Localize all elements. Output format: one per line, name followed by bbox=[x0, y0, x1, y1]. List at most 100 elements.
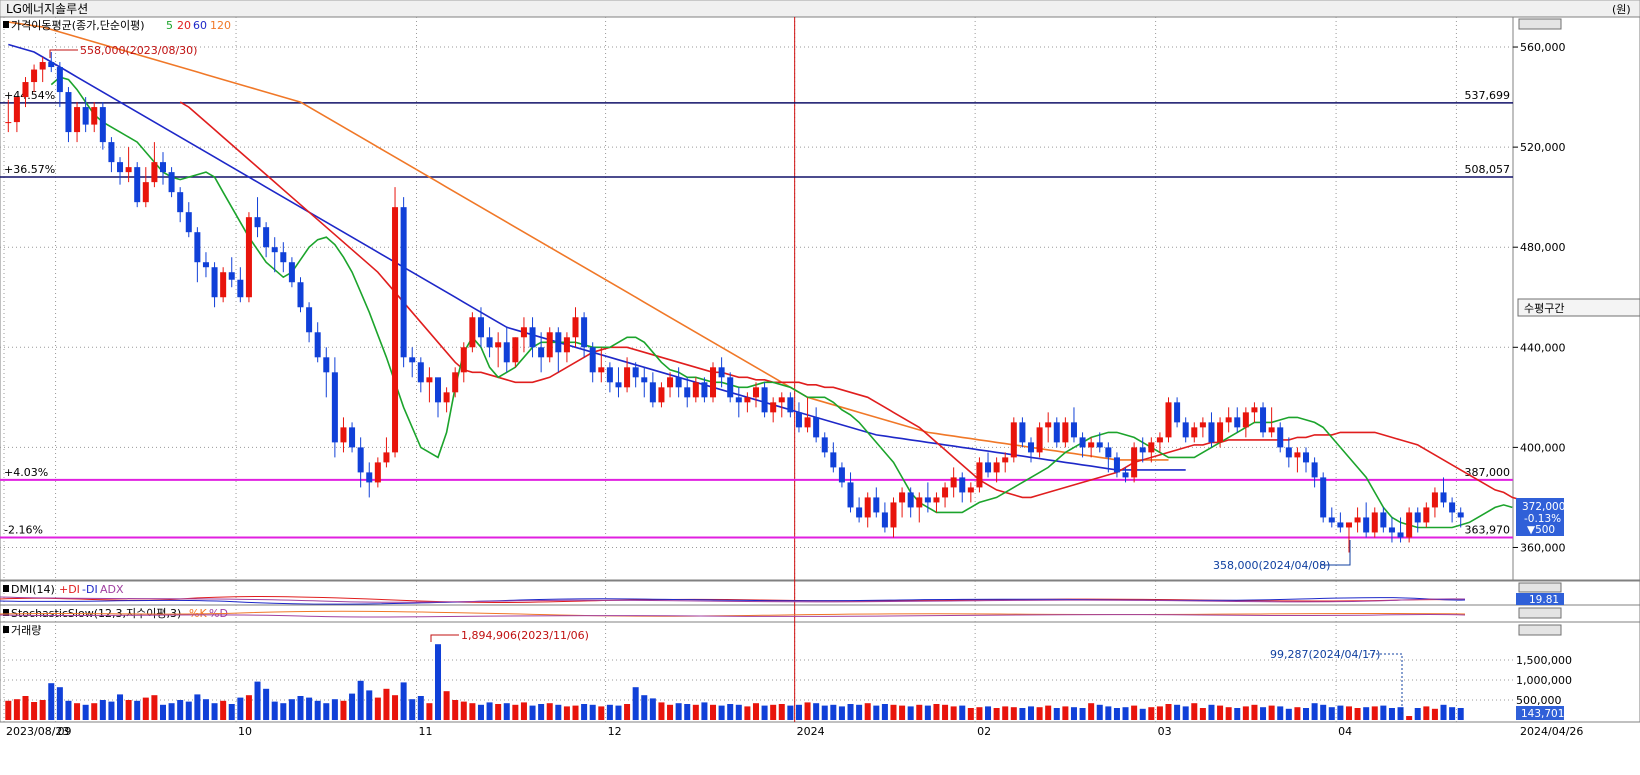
volume-bar[interactable] bbox=[1156, 706, 1163, 720]
candle[interactable] bbox=[220, 267, 227, 303]
volume-bar[interactable] bbox=[529, 705, 536, 720]
candle[interactable] bbox=[1311, 457, 1318, 488]
volume-bar[interactable] bbox=[873, 705, 880, 720]
volume-bar[interactable] bbox=[331, 699, 338, 720]
volume-bar[interactable] bbox=[1406, 716, 1413, 720]
volume-bar[interactable] bbox=[1423, 706, 1430, 720]
volume-bar[interactable] bbox=[503, 703, 510, 720]
volume-bar[interactable] bbox=[899, 705, 906, 720]
candle[interactable] bbox=[555, 327, 562, 373]
volume-bar[interactable] bbox=[555, 704, 562, 720]
candle[interactable] bbox=[598, 347, 605, 383]
candle[interactable] bbox=[1148, 437, 1155, 463]
volume-bar[interactable] bbox=[280, 703, 287, 720]
candle[interactable] bbox=[752, 382, 759, 408]
volume-bar[interactable] bbox=[1174, 704, 1181, 720]
candle[interactable] bbox=[1457, 507, 1464, 528]
candle[interactable] bbox=[512, 337, 519, 368]
candle[interactable] bbox=[1251, 402, 1258, 423]
candle[interactable] bbox=[159, 152, 166, 185]
candle[interactable] bbox=[692, 377, 699, 403]
candle[interactable] bbox=[864, 492, 871, 528]
volume-bar[interactable] bbox=[151, 695, 158, 720]
volume-bar[interactable] bbox=[452, 700, 459, 720]
volume-bar[interactable] bbox=[1096, 704, 1103, 720]
volume-bar[interactable] bbox=[1027, 706, 1035, 720]
volume-bar[interactable] bbox=[366, 690, 373, 720]
volume-bar[interactable] bbox=[770, 704, 777, 720]
volume-bar[interactable] bbox=[1414, 708, 1421, 720]
candle[interactable] bbox=[589, 342, 596, 383]
volume-bar[interactable] bbox=[993, 708, 1000, 720]
candle[interactable] bbox=[1182, 417, 1189, 443]
candle[interactable] bbox=[1242, 407, 1249, 438]
volume-bar[interactable] bbox=[658, 702, 665, 720]
volume-bar[interactable] bbox=[1285, 708, 1292, 720]
candle[interactable] bbox=[1053, 417, 1060, 448]
candle[interactable] bbox=[718, 357, 725, 388]
volume-bar[interactable] bbox=[142, 697, 149, 720]
volume-bar[interactable] bbox=[942, 704, 949, 720]
candle[interactable] bbox=[529, 317, 536, 358]
candle[interactable] bbox=[873, 487, 880, 518]
candle[interactable] bbox=[503, 327, 510, 373]
candle[interactable] bbox=[392, 187, 399, 458]
volume-bar[interactable] bbox=[787, 705, 794, 720]
candle[interactable] bbox=[735, 387, 742, 418]
volume-bar[interactable] bbox=[1165, 704, 1172, 720]
candle[interactable] bbox=[1268, 407, 1275, 438]
candle[interactable] bbox=[821, 432, 828, 458]
candle[interactable] bbox=[125, 147, 132, 183]
volume-bar[interactable] bbox=[1148, 707, 1155, 720]
volume-bar[interactable] bbox=[735, 704, 742, 720]
volume-bar[interactable] bbox=[821, 705, 828, 720]
candle[interactable] bbox=[1131, 442, 1138, 483]
candle[interactable] bbox=[211, 262, 218, 308]
volume-bar[interactable] bbox=[1217, 705, 1224, 720]
candle[interactable] bbox=[1036, 422, 1043, 458]
volume-bar[interactable] bbox=[1088, 703, 1095, 720]
volume-bar[interactable] bbox=[916, 704, 923, 720]
volume-bar[interactable] bbox=[39, 700, 46, 720]
volume-bar[interactable] bbox=[211, 703, 218, 720]
volume-bar[interactable] bbox=[1457, 708, 1464, 720]
volume-bar[interactable] bbox=[417, 696, 424, 720]
volume-bar[interactable] bbox=[1251, 704, 1258, 720]
volume-bar[interactable] bbox=[641, 695, 648, 720]
candle[interactable] bbox=[606, 362, 613, 393]
volume-bar[interactable] bbox=[469, 703, 476, 720]
candle[interactable] bbox=[1234, 407, 1241, 433]
candle[interactable] bbox=[280, 242, 287, 273]
volume-bar[interactable] bbox=[1268, 705, 1275, 720]
candle[interactable] bbox=[1019, 417, 1026, 448]
volume-bar[interactable] bbox=[495, 704, 502, 720]
volume-bar[interactable] bbox=[400, 682, 407, 720]
volume-bar[interactable] bbox=[117, 694, 124, 720]
candle[interactable] bbox=[520, 317, 527, 353]
volume-bar[interactable] bbox=[1079, 708, 1086, 720]
candle[interactable] bbox=[684, 377, 691, 408]
volume-bar[interactable] bbox=[512, 704, 519, 720]
candle[interactable] bbox=[1010, 417, 1017, 463]
candle[interactable] bbox=[727, 372, 734, 403]
candle[interactable] bbox=[701, 377, 708, 403]
candle[interactable] bbox=[39, 57, 46, 83]
volume-bar[interactable] bbox=[864, 703, 871, 720]
volume-bar[interactable] bbox=[692, 704, 699, 720]
candle[interactable] bbox=[838, 462, 845, 488]
candle[interactable] bbox=[194, 227, 201, 283]
volume-bar[interactable] bbox=[1311, 703, 1318, 720]
candle[interactable] bbox=[649, 372, 656, 408]
volume-bar[interactable] bbox=[563, 706, 570, 720]
candle[interactable] bbox=[340, 417, 347, 453]
candle[interactable] bbox=[1062, 417, 1069, 448]
volume-bar[interactable] bbox=[1449, 707, 1456, 720]
volume-bar[interactable] bbox=[460, 701, 467, 720]
volume-bar[interactable] bbox=[168, 703, 175, 720]
volume-bar[interactable] bbox=[1354, 708, 1361, 720]
volume-bar[interactable] bbox=[1208, 704, 1215, 720]
volume-bar[interactable] bbox=[890, 704, 897, 720]
candle[interactable] bbox=[744, 392, 751, 413]
candle[interactable] bbox=[1191, 422, 1198, 443]
candle[interactable] bbox=[787, 392, 794, 418]
